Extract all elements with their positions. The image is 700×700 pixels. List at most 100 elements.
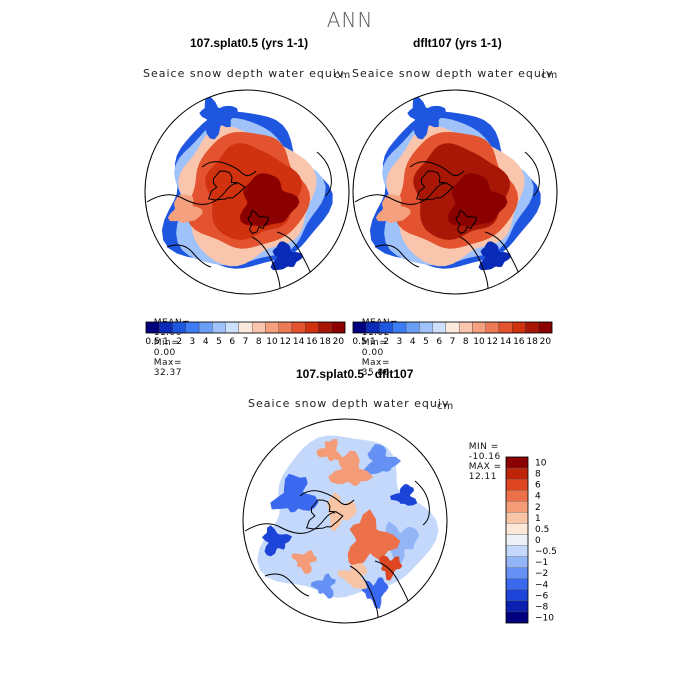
- okhotsk-region: [407, 96, 446, 140]
- coastline: [459, 236, 489, 290]
- colorbar-swatch: [505, 556, 529, 568]
- map-boundary: [242, 418, 448, 624]
- colorbar-tick-label: 2: [535, 503, 541, 513]
- panel-3-min-value: -10.16: [468, 452, 501, 462]
- colorbar-swatch: [505, 567, 529, 579]
- colorbar-tick-label: 16: [306, 337, 318, 347]
- coastline: [414, 480, 430, 526]
- colorbar-tick-label: 18: [526, 337, 538, 347]
- colorbar-swatch: [225, 321, 240, 334]
- colorbar-swatch: [185, 321, 200, 334]
- panel-3-stats: MIN = -10.16 MAX = 12.11: [462, 432, 502, 482]
- diff-anomaly-patch: [362, 444, 401, 476]
- colorbar-swatch: [525, 321, 539, 334]
- colorbar-swatch: [432, 321, 447, 334]
- colorbar-tick-label: 6: [229, 337, 235, 347]
- colorbar-tick-label: 2: [383, 337, 389, 347]
- colorbar-tick-label: 16: [513, 337, 525, 347]
- colorbar-tick-label: 6: [535, 481, 541, 491]
- colorbar-tick-label: −0.5: [535, 547, 557, 557]
- panel-1-map: [144, 89, 350, 295]
- colorbar-tick-label: 0.5: [535, 525, 549, 535]
- colorbar-swatch: [505, 467, 529, 480]
- panel-3-units: cm: [437, 401, 455, 412]
- colorbar-tick-label: 14: [293, 337, 305, 347]
- colorbar-swatch: [291, 321, 306, 334]
- diff-anomaly-patch: [316, 439, 343, 462]
- coastline: [374, 560, 410, 604]
- colorbar-tick-label: 3: [190, 337, 196, 347]
- panel-3-min-label: MIN =: [468, 442, 499, 452]
- colorbar-swatch: [159, 321, 173, 334]
- panel-2-min-value: 0.00: [361, 348, 384, 358]
- colorbar-swatch: [505, 501, 529, 513]
- colorbar-tick-label: 1: [535, 514, 541, 524]
- colorbar-tick-label: 12: [280, 337, 291, 347]
- colorbar-tick-label: −1: [535, 558, 548, 568]
- colorbar-tick-label: 2: [176, 337, 182, 347]
- colorbar-tick-label: 4: [535, 492, 541, 502]
- map-boundary: [144, 89, 350, 295]
- colorbar-swatch: [305, 321, 319, 334]
- coastline: [354, 183, 446, 205]
- diff-anomaly-patch: [337, 563, 368, 590]
- colorbar-tick-label: 10: [473, 337, 485, 347]
- diff-anomaly-patch: [378, 555, 403, 581]
- panel-3-map: [242, 418, 448, 624]
- coastline: [316, 151, 332, 197]
- colorbar-swatch: [265, 321, 279, 334]
- coastline-island: [455, 209, 478, 234]
- colorbar-swatch: [251, 321, 266, 334]
- colorbar-tick-label: 12: [487, 337, 498, 347]
- panel-3-title: 107.splat0.5 - dflt107: [296, 367, 414, 381]
- colorbar-tick-label: 4: [203, 337, 209, 347]
- coastline: [276, 231, 312, 275]
- coastline: [484, 231, 520, 275]
- colorbar-frame: [505, 456, 529, 624]
- main-title: ANN: [326, 8, 374, 32]
- colorbar-tick-label: 3: [397, 337, 403, 347]
- coastline: [166, 244, 212, 268]
- panel-2-map: [352, 89, 558, 295]
- colorbar-swatch: [331, 321, 346, 334]
- panel-2-max-label: Max=: [361, 358, 390, 368]
- diff-anomaly-patch: [327, 491, 357, 532]
- diff-anomaly-patch: [347, 509, 401, 568]
- colorbar-swatch: [458, 321, 473, 334]
- colorbar-swatch: [505, 611, 529, 624]
- panel-1-min-label: Min=: [153, 338, 180, 348]
- panel-3-variable-label: Seaice snow depth water equiv: [248, 397, 450, 410]
- colorbar-tick-label: 7: [450, 337, 456, 347]
- colorbar-tick-label: 18: [319, 337, 331, 347]
- colorbar-swatch: [445, 321, 460, 334]
- colorbar-swatch: [212, 321, 226, 334]
- colorbar-tick-label: −2: [535, 569, 548, 579]
- colorbar-swatch: [505, 600, 529, 613]
- coastline-island: [415, 170, 454, 201]
- colorbar-tick-label: 0.5: [352, 337, 366, 347]
- colorbar-swatch: [198, 321, 213, 334]
- colorbar-swatch: [485, 321, 500, 334]
- panel-1-min-value: 0.00: [153, 348, 176, 358]
- colorbar-swatch: [538, 321, 553, 334]
- coastline: [264, 573, 310, 597]
- coastline: [201, 161, 257, 177]
- baltic-region: [478, 241, 512, 271]
- colorbar-tick-label: 0.5: [145, 337, 159, 347]
- coastline: [146, 183, 238, 205]
- colorbar-tick-label: 14: [500, 337, 512, 347]
- colorbar-tick-label: −4: [535, 580, 549, 590]
- panel-3-max-label: MAX =: [468, 462, 502, 472]
- colorbar-swatch: [145, 321, 160, 334]
- colorbar-tick-label: 1: [370, 337, 376, 347]
- coastline: [244, 512, 336, 534]
- panel-2-units: cm: [541, 70, 559, 81]
- colorbar-tick-label: −6: [535, 591, 549, 601]
- panel-1-max-label: Max=: [153, 358, 182, 368]
- coastline: [374, 244, 420, 268]
- panel-2-min-label: Min=: [361, 338, 388, 348]
- colorbar-frame: [145, 321, 346, 334]
- colorbar-swatch: [505, 478, 529, 491]
- colorbar-swatch: [379, 321, 393, 334]
